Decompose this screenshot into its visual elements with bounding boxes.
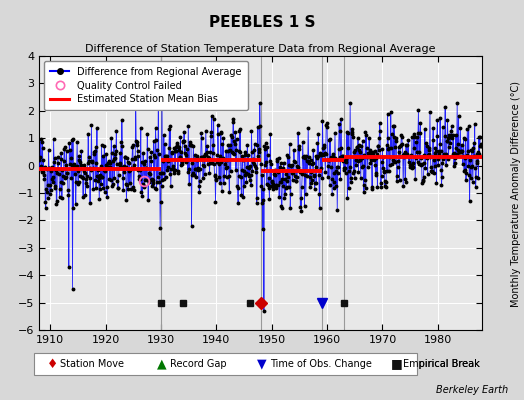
Text: Station Move: Station Move <box>60 359 124 369</box>
Text: Time of Obs. Change: Time of Obs. Change <box>270 359 372 369</box>
Text: ▼: ▼ <box>257 358 266 370</box>
Text: Empirical Break: Empirical Break <box>403 359 480 369</box>
Text: Time of Obs. Change: Time of Obs. Change <box>270 359 372 369</box>
Text: ▼: ▼ <box>257 358 266 370</box>
Text: PEEBLES 1 S: PEEBLES 1 S <box>209 15 315 30</box>
Text: ♦: ♦ <box>47 358 58 370</box>
Text: ♦: ♦ <box>47 358 58 370</box>
Text: ▲: ▲ <box>157 358 167 370</box>
Legend: Difference from Regional Average, Quality Control Failed, Estimated Station Mean: Difference from Regional Average, Qualit… <box>44 61 247 110</box>
Text: ■: ■ <box>390 358 402 370</box>
Text: ■: ■ <box>390 358 402 370</box>
Text: Record Gap: Record Gap <box>170 359 227 369</box>
Text: Record Gap: Record Gap <box>170 359 227 369</box>
Title: Difference of Station Temperature Data from Regional Average: Difference of Station Temperature Data f… <box>85 44 436 54</box>
Text: Berkeley Earth: Berkeley Earth <box>436 385 508 395</box>
Text: Empirical Break: Empirical Break <box>403 359 480 369</box>
Text: Station Move: Station Move <box>60 359 124 369</box>
Text: ▲: ▲ <box>157 358 167 370</box>
Text: Monthly Temperature Anomaly Difference (°C): Monthly Temperature Anomaly Difference (… <box>511 81 521 307</box>
